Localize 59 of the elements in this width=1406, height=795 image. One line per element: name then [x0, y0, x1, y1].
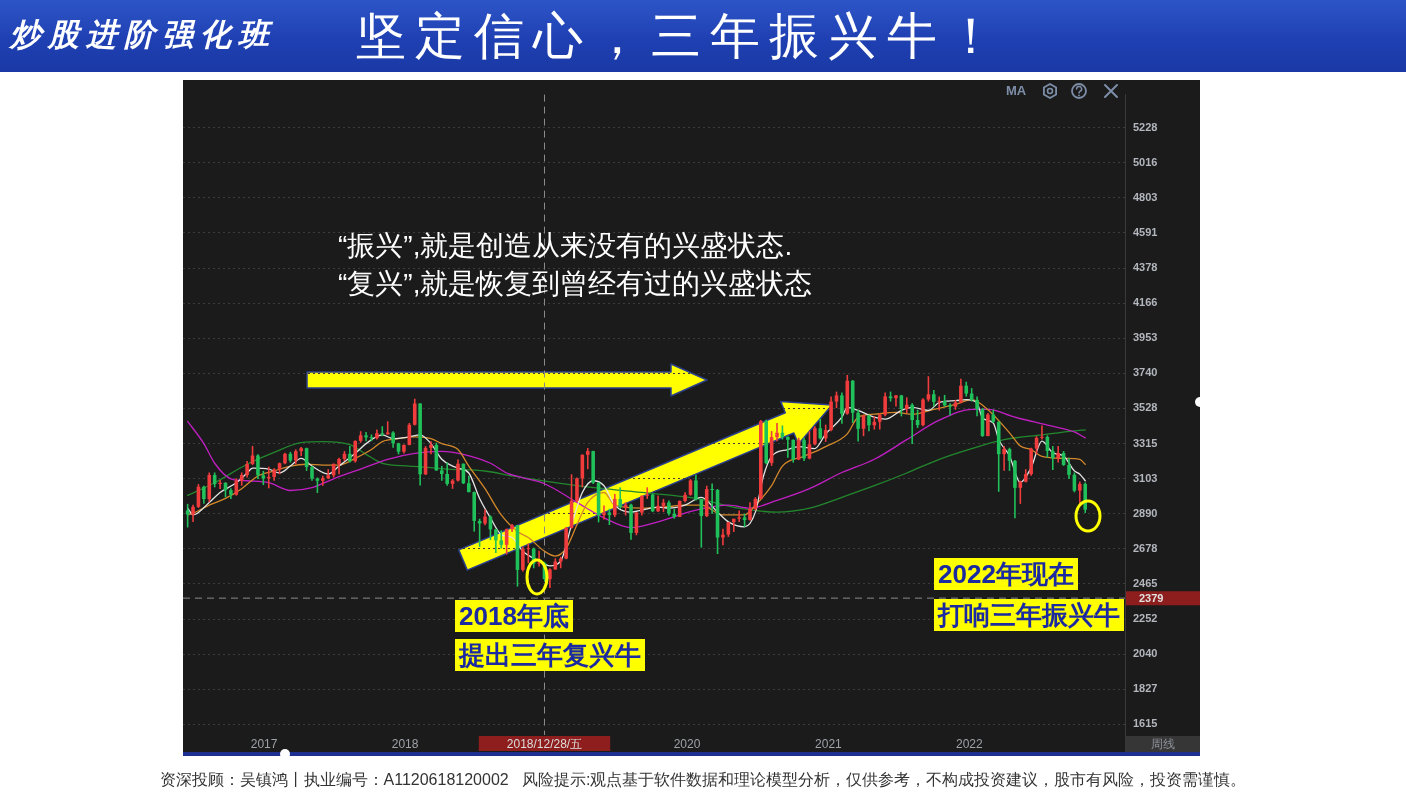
candlestick: [602, 505, 606, 520]
y-tick-label: 2678: [1133, 541, 1158, 554]
chart-subtitle: 炒股进阶强化班: [10, 16, 276, 54]
annotation: 打响三年振兴牛: [934, 599, 1124, 631]
candlestick: [786, 436, 790, 458]
candlestick: [731, 518, 736, 532]
annotation: MA: [1006, 83, 1027, 99]
candlestick: [585, 448, 590, 470]
annotation: 2022年现在: [934, 558, 1078, 590]
y-tick-label: 3953: [1133, 331, 1158, 344]
ref-line-label: 2379: [1139, 592, 1164, 605]
y-tick-label: 3528: [1133, 401, 1158, 414]
line-series: [186, 408, 1086, 529]
x-tick-label: 2020: [673, 736, 701, 751]
annotation: 2018年底: [455, 600, 573, 632]
candlestick: [499, 530, 504, 549]
y-tick-label: 1615: [1133, 717, 1158, 730]
candlestick: [904, 397, 909, 414]
candlestick: [1056, 446, 1060, 463]
y-tick-label: 4166: [1133, 296, 1158, 309]
candlestick: [364, 432, 368, 442]
candlestick: [429, 441, 433, 455]
chart-title: 坚定信心，三年振兴牛！: [356, 7, 1005, 66]
x-axis-title: 周线: [1125, 736, 1200, 752]
y-tick-label: 4378: [1133, 261, 1158, 274]
annotation: “复兴”,就是恢复到曾经有过的兴盛状态: [338, 267, 813, 301]
x-tick-label: 2021: [815, 736, 843, 751]
x-tick-label: 2017: [250, 736, 278, 751]
y-tick-label: 4591: [1133, 225, 1158, 238]
candlestick: [439, 465, 444, 481]
candlestick: [526, 543, 531, 564]
x-tick-label: 2018: [391, 736, 419, 751]
line-series: [186, 429, 1086, 513]
candlestick: [710, 483, 714, 514]
candlestick: [380, 426, 385, 437]
candlestick: [948, 403, 952, 416]
y-tick-label: 2040: [1133, 647, 1158, 660]
candlestick: [737, 510, 741, 523]
annotation: “振兴”,就是创造从来没有的兴盛状态.: [338, 229, 793, 263]
y-tick-label: 1827: [1133, 682, 1158, 695]
y-tick-label: 4803: [1133, 190, 1158, 203]
candlestick: [1040, 425, 1044, 440]
y-tick-label: 2890: [1133, 506, 1158, 519]
ref-line-label: 2018/12/28/五: [506, 736, 583, 751]
y-tick-label: 3740: [1133, 366, 1158, 379]
candlestick: [721, 528, 725, 546]
y-tick-label: 3103: [1133, 471, 1158, 484]
text: 资深投顾：吴镇鸿丨执业编号：A1120618120002 风险提示:观点基于软件数据和理论模型分析，仅供参考，不构成投资建议，股市有风险，投资需谨慎。: [158, 770, 1248, 790]
annotation: 提出三年复兴牛: [455, 639, 645, 671]
candlestick: [1002, 446, 1006, 471]
y-tick-label: 2465: [1133, 576, 1158, 589]
y-tick-label: 5228: [1133, 120, 1158, 133]
y-tick-label: 2252: [1133, 612, 1158, 625]
candlestick: [645, 487, 650, 499]
x-tick-label: 2022: [956, 736, 984, 751]
y-tick-label: 3315: [1133, 436, 1158, 449]
candlestick: [937, 396, 942, 411]
candlestick: [775, 422, 779, 442]
y-tick-label: 5016: [1133, 155, 1158, 168]
